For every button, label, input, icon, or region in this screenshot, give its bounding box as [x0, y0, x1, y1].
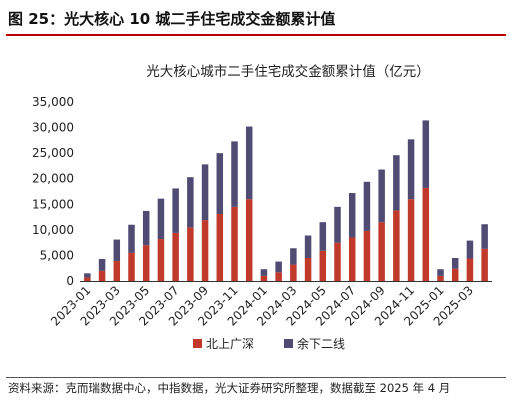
bar-series-1 [231, 206, 238, 281]
title-rule [6, 34, 506, 36]
bar-series-2 [481, 224, 488, 249]
bar-series-1 [451, 268, 459, 281]
bar-series-2 [378, 169, 385, 223]
bar-series-1 [201, 220, 209, 281]
bar-series-2 [437, 269, 444, 276]
legend: 北上广深 余下二线 [193, 336, 345, 351]
figure-title: 图 25：光大核心 10 城二手住宅成交金额累计值 [8, 10, 336, 28]
bar-series-1 [290, 264, 297, 281]
bar-series-1 [363, 230, 371, 281]
bar-series-1 [275, 272, 282, 281]
bar-series-1 [378, 222, 385, 281]
bars [84, 120, 488, 281]
bar-series-1 [481, 248, 488, 281]
bar-series-2 [113, 239, 121, 262]
source-rule [6, 377, 506, 378]
bar-series-1 [304, 257, 312, 281]
y-axis: 0 5,000 10,000 15,000 20,000 25,000 30,000 35,0… [32, 95, 74, 288]
bar-series-1 [98, 270, 106, 281]
bar-series-1 [157, 239, 165, 281]
bar-series-2 [98, 259, 106, 271]
x-axis: 2023-012023-032023-052023-072023-092023-… [48, 281, 492, 329]
bar-series-2 [422, 120, 430, 188]
y-tick-label: 15,000 [32, 197, 74, 211]
bar-series-2 [157, 198, 165, 240]
bar-series-2 [216, 153, 224, 214]
chart-title: 光大核心城市二手住宅成交金额累计值（亿元） [146, 63, 430, 80]
bar-series-1 [187, 227, 194, 281]
bar-series-2 [407, 139, 415, 200]
y-tick-label: 0 [66, 274, 74, 288]
y-tick-label: 25,000 [32, 146, 74, 160]
bar-series-1 [260, 275, 268, 281]
legend-swatch [284, 339, 293, 348]
bar-series-2 [290, 248, 297, 265]
bar-series-1 [172, 232, 179, 281]
bar-series-2 [172, 188, 179, 233]
legend-swatch [193, 339, 202, 348]
bar-series-2 [187, 177, 194, 228]
bar-series-2 [84, 273, 91, 278]
bar-series-2 [348, 193, 356, 238]
bar-series-1 [407, 199, 415, 281]
bar-series-1 [422, 187, 430, 281]
y-tick-label: 35,000 [32, 95, 74, 109]
bar-series-1 [113, 261, 121, 281]
y-tick-label: 10,000 [32, 223, 74, 237]
bar-series-1 [466, 258, 474, 281]
bar-series-1 [216, 214, 224, 281]
bar-series-2 [142, 210, 150, 246]
bar-series-1 [393, 210, 400, 281]
bar-series-1 [84, 277, 91, 281]
legend-label: 余下二线 [297, 336, 345, 351]
chart: 光大核心城市二手住宅成交金额累计值（亿元） 0 5,000 10,000 15,000… [32, 63, 492, 351]
bar-series-2 [128, 224, 135, 253]
bar-series-2 [334, 206, 341, 243]
source-note: 资料来源：克而瑞数据中心，中指数据，光大证券研究所整理，数据截至 2025 年 … [8, 381, 451, 395]
bar-series-1 [437, 275, 444, 281]
bar-series-2 [363, 181, 371, 231]
bar-series-2 [393, 155, 400, 211]
legend-label: 北上广深 [206, 337, 254, 351]
y-tick-label: 5,000 [40, 248, 74, 262]
bar-series-2 [245, 126, 253, 200]
bar-series-2 [231, 141, 238, 207]
bar-series-2 [319, 222, 327, 251]
bar-series-1 [319, 250, 327, 281]
y-tick-label: 20,000 [32, 172, 74, 186]
bar-series-2 [260, 269, 268, 276]
bar-series-1 [334, 242, 341, 281]
bar-series-2 [304, 235, 312, 258]
bar-series-1 [245, 199, 253, 281]
y-tick-label: 30,000 [32, 121, 74, 135]
bar-series-1 [142, 245, 150, 281]
bar-series-1 [128, 252, 135, 281]
bar-series-2 [201, 164, 209, 221]
bar-series-1 [348, 237, 356, 281]
bar-series-2 [275, 261, 282, 273]
bar-series-2 [451, 257, 459, 269]
bar-series-2 [466, 240, 474, 259]
